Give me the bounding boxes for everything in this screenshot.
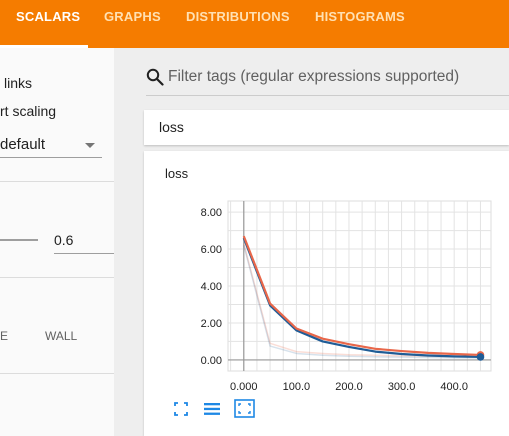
x-tick-label: 0.000 bbox=[230, 381, 258, 393]
tab-scalars[interactable]: SCALARS bbox=[16, 9, 81, 24]
series-line-raw-blue bbox=[243, 245, 481, 359]
y-tick-label: 4.00 bbox=[201, 281, 222, 293]
dropdown-underline bbox=[0, 157, 102, 158]
sidebar-divider bbox=[0, 181, 114, 182]
tab-histograms[interactable]: HISTOGRAMS bbox=[315, 9, 405, 24]
y-tick-label: 6.00 bbox=[201, 244, 222, 256]
fit-domain-icon[interactable] bbox=[234, 399, 255, 418]
filter-tags-input[interactable]: Filter tags (regular expressions support… bbox=[145, 60, 509, 94]
smoothing-slider[interactable] bbox=[0, 239, 38, 241]
chart-card: loss 8.00 6.00 4.00 2.00 0.00 0.000 100.0 200.0… bbox=[144, 151, 509, 436]
filter-placeholder: Filter tags (regular expressions support… bbox=[168, 68, 460, 85]
show-data-links-label[interactable]: links bbox=[4, 75, 33, 91]
horizontal-axis-option-wall[interactable]: WALL bbox=[45, 329, 78, 343]
ignore-outliers-label[interactable]: rt scaling bbox=[0, 103, 57, 119]
active-tab-indicator bbox=[0, 45, 88, 48]
y-tick-label: 2.00 bbox=[201, 318, 222, 330]
x-tick-label: 400.0 bbox=[440, 381, 468, 393]
x-tick-label: 300.0 bbox=[388, 381, 416, 393]
sidebar-divider bbox=[0, 277, 114, 278]
search-icon bbox=[146, 68, 164, 86]
tooltip-sorting-value: default bbox=[0, 136, 46, 153]
sidebar-divider bbox=[0, 373, 114, 374]
tab-graphs[interactable]: GRAPHS bbox=[104, 9, 161, 24]
smoothing-input[interactable]: 0.6 bbox=[54, 228, 114, 254]
sidebar: links rt scaling default 0.6 E WALL bbox=[0, 48, 114, 436]
input-underline bbox=[54, 253, 114, 254]
x-tick-label: 100.0 bbox=[283, 381, 311, 393]
chart-title: loss bbox=[165, 166, 189, 181]
tag-group-title: loss bbox=[159, 119, 184, 135]
y-tick-label: 8.00 bbox=[201, 207, 222, 219]
filter-underline bbox=[146, 95, 509, 96]
loss-chart[interactable]: 8.00 6.00 4.00 2.00 0.00 0.000 100.0 200.0 300.0… bbox=[144, 191, 509, 396]
x-tick-label: 200.0 bbox=[335, 381, 363, 393]
horizontal-axis-option-relative[interactable]: E bbox=[0, 329, 9, 343]
chevron-down-icon bbox=[85, 143, 95, 148]
y-tick-label: 0.00 bbox=[201, 355, 222, 367]
fullscreen-icon[interactable] bbox=[173, 401, 189, 417]
data-list-icon[interactable] bbox=[203, 401, 221, 417]
series-line-orange bbox=[242, 235, 481, 357]
top-nav-bar: SCALARS GRAPHS DISTRIBUTIONS HISTOGRAMS bbox=[0, 0, 509, 48]
series-point-blue bbox=[476, 353, 485, 361]
tab-distributions[interactable]: DISTRIBUTIONS bbox=[186, 9, 290, 24]
series-line-blue bbox=[242, 237, 481, 359]
tag-group-header[interactable]: loss bbox=[144, 110, 509, 145]
tooltip-sorting-dropdown[interactable]: default bbox=[0, 130, 102, 158]
smoothing-value: 0.6 bbox=[54, 232, 74, 248]
